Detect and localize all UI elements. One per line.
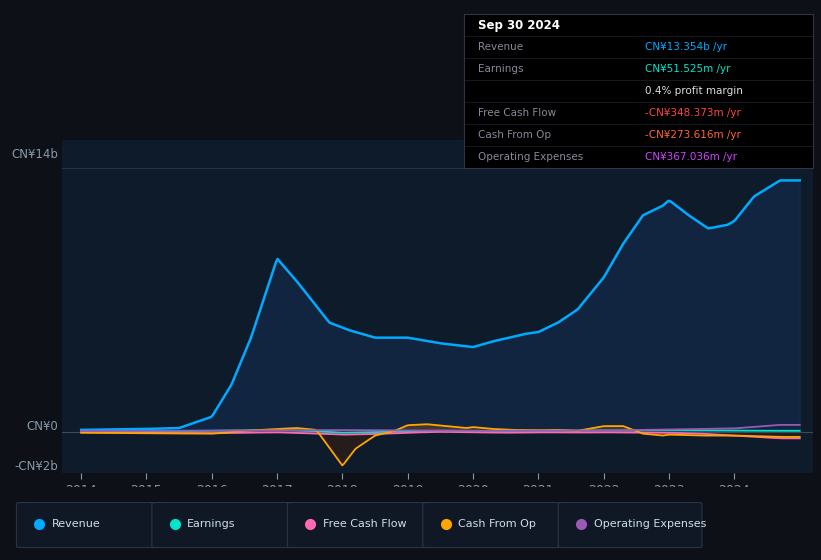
Text: Earnings: Earnings xyxy=(478,64,523,74)
Text: Operating Expenses: Operating Expenses xyxy=(478,152,583,162)
FancyBboxPatch shape xyxy=(16,502,160,548)
Text: CN¥13.354b /yr: CN¥13.354b /yr xyxy=(645,42,727,52)
Text: Cash From Op: Cash From Op xyxy=(478,130,551,140)
Text: -CN¥2b: -CN¥2b xyxy=(14,460,57,473)
Text: Operating Expenses: Operating Expenses xyxy=(594,519,706,529)
Text: 0.4% profit margin: 0.4% profit margin xyxy=(645,86,743,96)
Text: Free Cash Flow: Free Cash Flow xyxy=(478,108,556,118)
FancyBboxPatch shape xyxy=(423,502,566,548)
Text: Earnings: Earnings xyxy=(187,519,236,529)
Text: Revenue: Revenue xyxy=(52,519,100,529)
Text: CN¥14b: CN¥14b xyxy=(11,148,57,161)
Text: CN¥51.525m /yr: CN¥51.525m /yr xyxy=(645,64,731,74)
Text: -CN¥348.373m /yr: -CN¥348.373m /yr xyxy=(645,108,741,118)
Text: Sep 30 2024: Sep 30 2024 xyxy=(478,18,560,31)
Text: CN¥367.036m /yr: CN¥367.036m /yr xyxy=(645,152,737,162)
Text: Cash From Op: Cash From Op xyxy=(458,519,536,529)
FancyBboxPatch shape xyxy=(558,502,702,548)
FancyBboxPatch shape xyxy=(287,502,431,548)
Text: Revenue: Revenue xyxy=(478,42,523,52)
FancyBboxPatch shape xyxy=(152,502,296,548)
Text: -CN¥273.616m /yr: -CN¥273.616m /yr xyxy=(645,130,741,140)
Text: CN¥0: CN¥0 xyxy=(26,421,57,433)
Text: Free Cash Flow: Free Cash Flow xyxy=(323,519,406,529)
